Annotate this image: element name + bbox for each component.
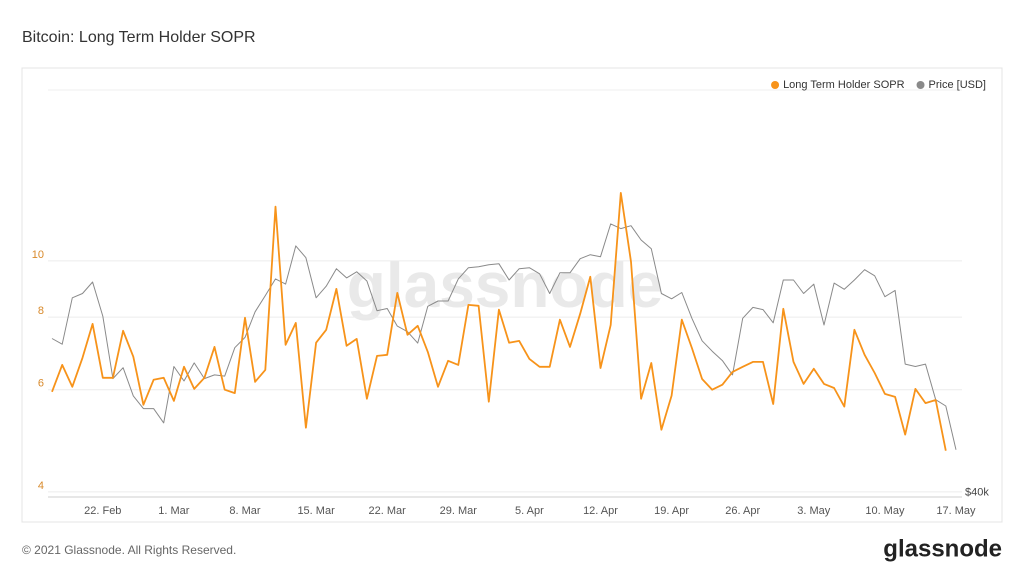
- x-tick-label: 10. May: [865, 505, 905, 517]
- legend-swatch: [916, 81, 925, 89]
- x-tick-label: 29. Mar: [440, 505, 478, 517]
- x-tick-label: 3. May: [797, 505, 831, 517]
- legend-swatch: [771, 81, 780, 89]
- x-tick-label: 5. Apr: [515, 505, 544, 517]
- page-title: Bitcoin: Long Term Holder SOPR: [22, 29, 256, 46]
- x-tick-label: 26. Apr: [725, 505, 760, 517]
- x-tick-label: 15. Mar: [297, 505, 335, 517]
- series-line: [51, 192, 947, 451]
- y-tick-label: 4: [38, 480, 44, 492]
- series-line: [51, 223, 957, 450]
- legend-label: Long Term Holder SOPR: [783, 79, 905, 91]
- y-tick-label: 6: [38, 378, 44, 390]
- copyright: © 2021 Glassnode. All Rights Reserved.: [22, 543, 236, 557]
- x-tick-label: 22. Feb: [84, 505, 121, 517]
- x-tick-label: 1. Mar: [158, 505, 190, 517]
- y-tick-label: 8: [38, 305, 44, 317]
- x-tick-label: 12. Apr: [583, 505, 618, 517]
- x-tick-label: 17. May: [936, 505, 976, 517]
- x-tick-label: 8. Mar: [229, 505, 261, 517]
- x-tick-label: 22. Mar: [369, 505, 407, 517]
- y2-tick-label: $40k: [965, 486, 989, 498]
- y-tick-label: 10: [32, 249, 44, 261]
- legend-label: Price [USD]: [929, 79, 986, 91]
- brand-logo: glassnode: [883, 535, 1002, 562]
- x-tick-label: 19. Apr: [654, 505, 689, 517]
- chart-frame: [21, 67, 1003, 523]
